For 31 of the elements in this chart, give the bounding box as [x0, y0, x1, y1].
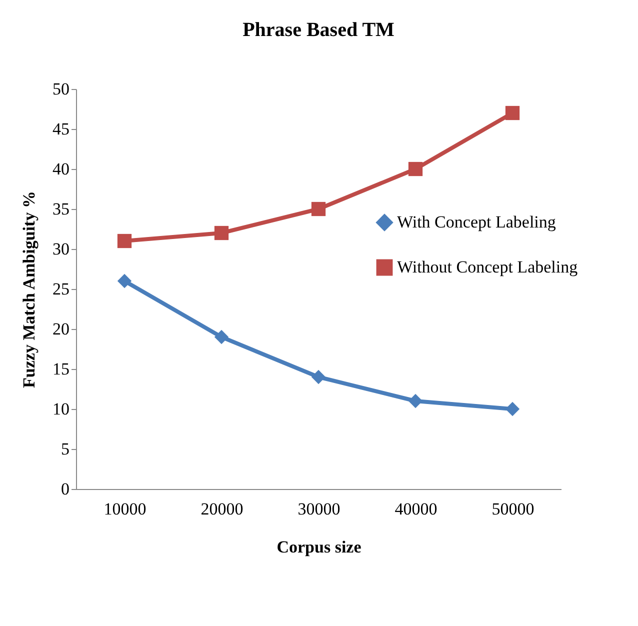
legend-label: With Concept Labeling	[397, 212, 556, 232]
y-tick-label: 40	[52, 160, 70, 178]
point	[311, 202, 326, 216]
chart-title: Phrase Based TM	[242, 19, 395, 41]
y-tick-label: 20	[52, 320, 70, 338]
point	[311, 370, 326, 384]
x-tick-label: 40000	[394, 500, 438, 518]
point	[117, 234, 132, 248]
point	[408, 162, 423, 176]
x-tick-label: 50000	[492, 500, 534, 518]
legend-label: Without Concept Labeling	[397, 258, 578, 276]
point	[214, 226, 229, 240]
x-tick-label: 20000	[200, 500, 244, 518]
y-tick-label: 0	[61, 480, 70, 498]
point	[408, 394, 423, 408]
x-tick-label: 10000	[104, 500, 146, 518]
point	[214, 330, 229, 344]
x-axis-title: Corpus size	[276, 538, 362, 556]
y-tick-label: 25	[52, 280, 70, 298]
y-axis-title: Fuzzy Match Ambiguity %	[20, 191, 38, 388]
x-tick-label: 30000	[298, 500, 340, 518]
point	[505, 106, 520, 120]
y-tick-label: 5	[61, 440, 70, 458]
y-tick-label: 30	[52, 240, 70, 258]
y-tick-label: 10	[52, 400, 70, 418]
y-tick-label: 45	[52, 120, 70, 138]
y-tick-label: 15	[52, 360, 70, 378]
y-tick-label: 50	[52, 80, 70, 98]
y-tick-label: 35	[52, 200, 70, 218]
point	[505, 402, 520, 416]
point	[117, 274, 132, 288]
